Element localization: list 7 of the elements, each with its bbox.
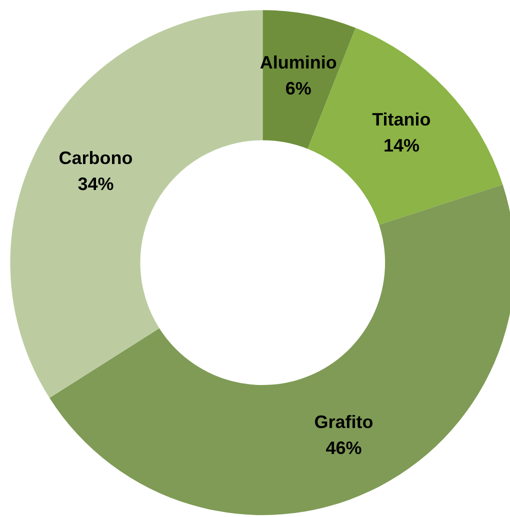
slice-label: Grafito <box>314 412 374 432</box>
data-label: 46% <box>326 438 362 458</box>
data-label: 34% <box>78 174 114 194</box>
slice-label: Titanio <box>372 109 431 130</box>
data-label: 14% <box>383 135 420 156</box>
data-label: 6% <box>285 78 312 99</box>
slice-label: Carbono <box>58 148 133 168</box>
